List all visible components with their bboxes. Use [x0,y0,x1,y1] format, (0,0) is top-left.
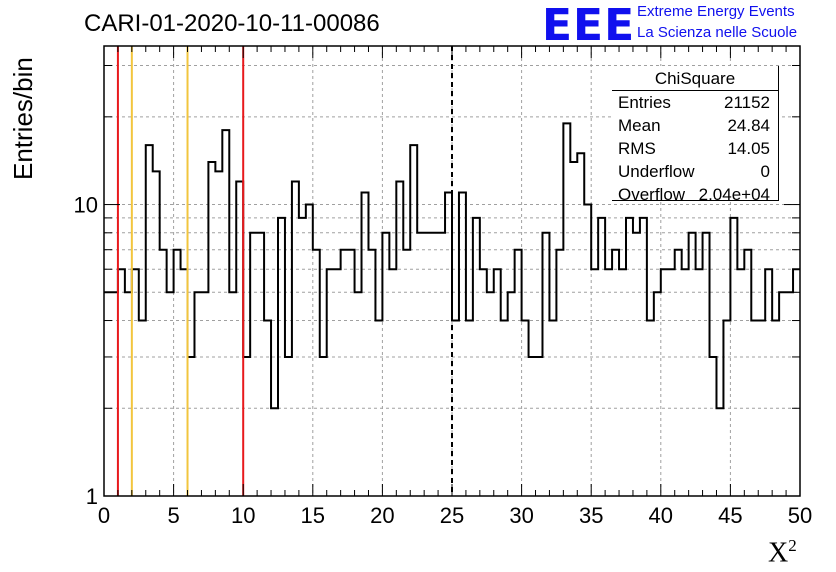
histogram-line [104,122,800,410]
stats-value: 24.84 [727,116,770,135]
eee-logo: EEE [542,0,636,51]
histogram-series [104,122,800,410]
x-tick-label: 25 [440,503,464,528]
y-tick-label: 1 [86,484,98,509]
x-tick-label: 40 [649,503,673,528]
eee-tagline-1: Extreme Energy Events [637,3,795,20]
stats-row-overflow: Overflow 2.04e+04 [612,183,778,206]
stats-title: ChiSquare [612,68,778,91]
stats-value: 2.04e+04 [698,185,770,204]
stats-value: 21152 [723,93,770,112]
x-tick-label: 15 [301,503,325,528]
y-tick-label: 10 [74,193,98,218]
stats-value: 0 [760,162,770,181]
x-tick-label: 20 [370,503,394,528]
x-tick-label: 10 [231,503,255,528]
eee-tagline-2: La Scienza nelle Scuole [637,24,798,41]
stats-row-underflow: Underflow 0 [612,160,778,183]
stats-row-rms: RMS 14.05 [612,137,778,160]
stats-box: ChiSquare Entries 21152 Mean 24.84 RMS 1… [612,66,779,204]
stats-row-entries: Entries 21152 [612,91,778,114]
x-tick-label: 35 [579,503,603,528]
stats-value: 14.05 [727,139,770,158]
stats-label: Mean [618,116,661,135]
reference-lines [116,46,453,496]
x-tick-label: 50 [788,503,812,528]
x-tick-label: 45 [718,503,742,528]
stats-row-mean: Mean 24.84 [612,114,778,137]
x-tick-label: 5 [167,503,179,528]
stats-label: Underflow [618,162,695,181]
chart-title: CARI-01-2020-10-11-00086 [84,10,380,37]
stats-label: Entries [618,93,671,112]
y-axis-label: Entries/bin [8,57,38,180]
stats-label: RMS [618,139,656,158]
axis-tick-labels: 0 5 10 15 20 25 30 35 40 45 50 1 10 [74,193,813,528]
x-tick-label: 30 [509,503,533,528]
axis-ticks [103,46,801,497]
x-tick-label: 0 [98,503,110,528]
x-axis-label: X2 [768,536,797,569]
stats-label: Overflow [618,185,686,204]
